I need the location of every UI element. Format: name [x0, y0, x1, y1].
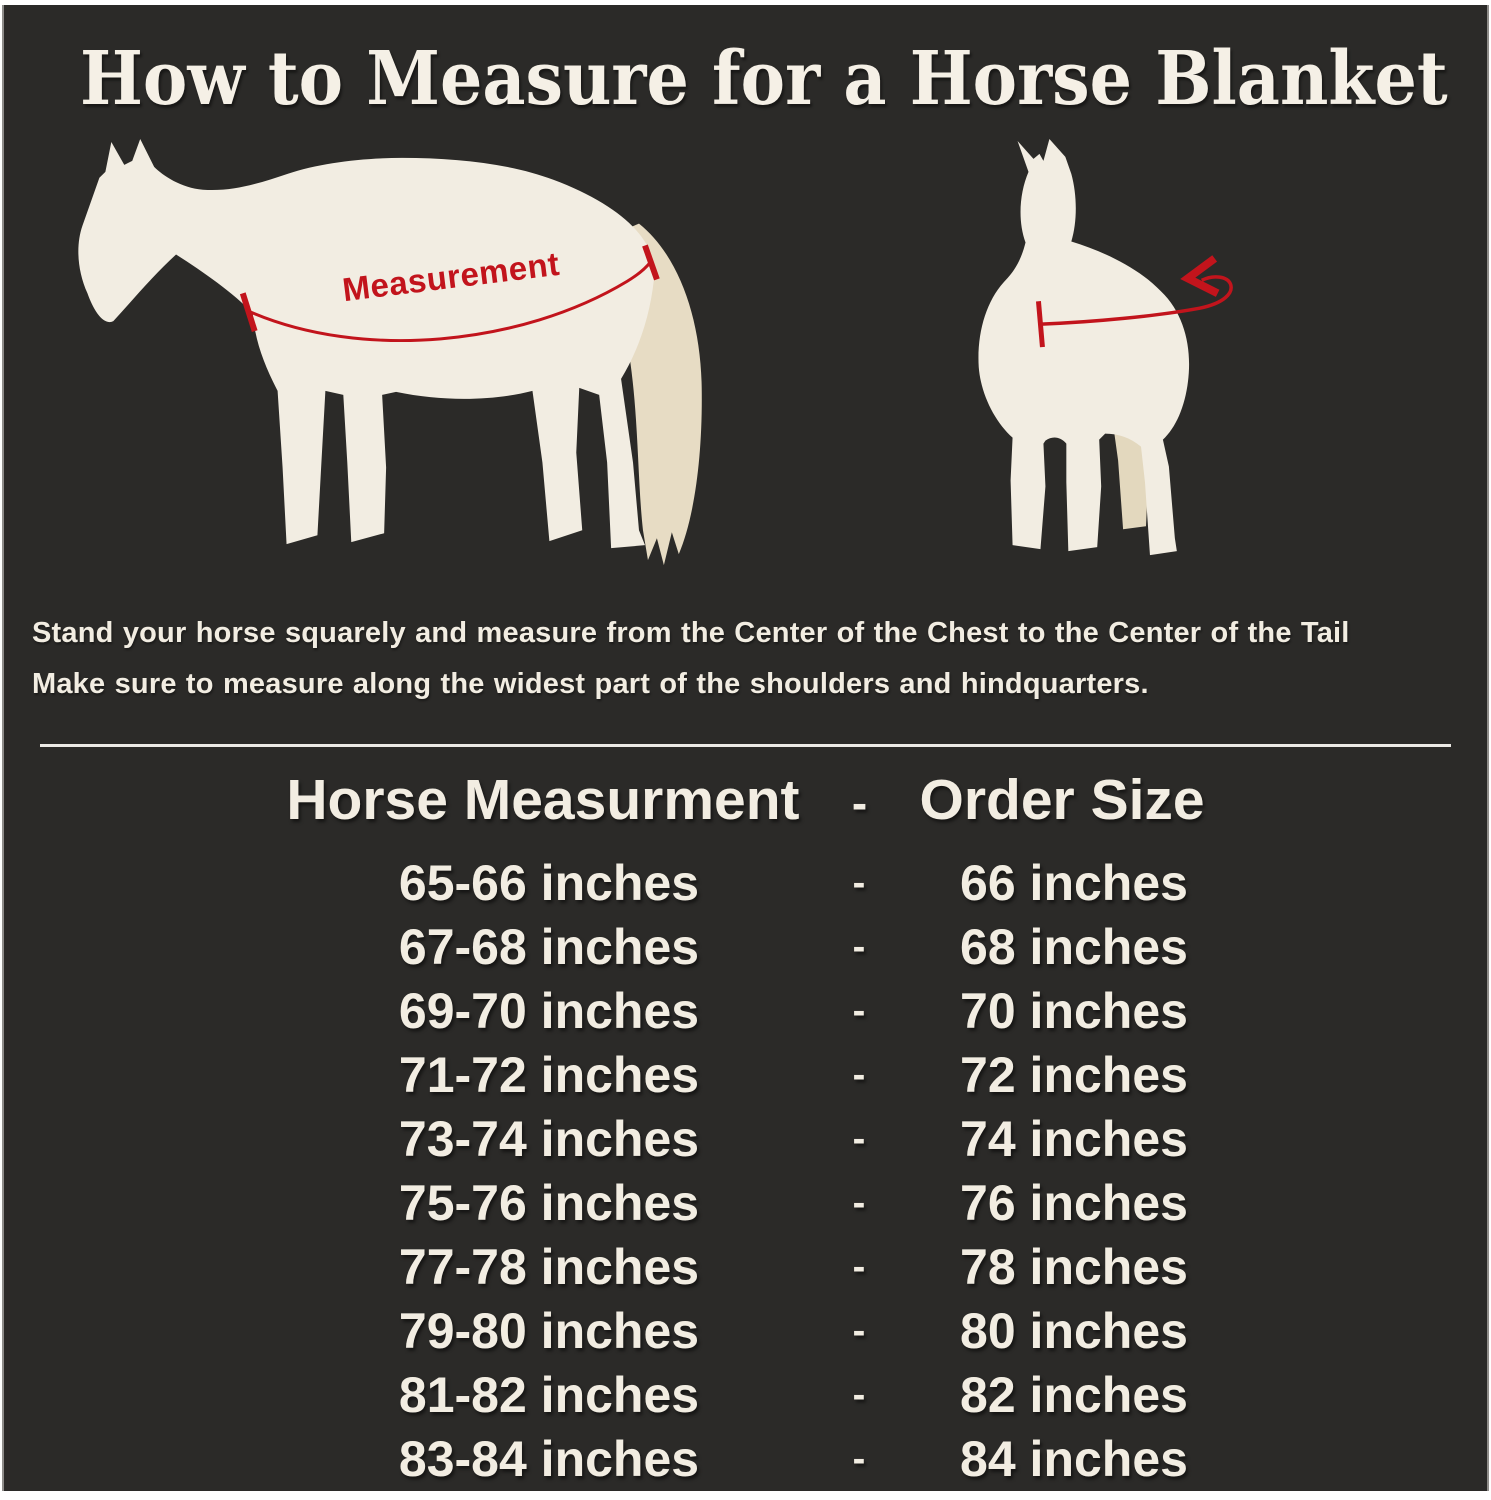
horse-measurement-value: 73-74 inches	[398, 1110, 700, 1167]
row-separator: -	[852, 1181, 866, 1224]
order-size-value: 66 inches	[960, 854, 1188, 911]
horse-measurement-value: 81-82 inches	[398, 1366, 700, 1423]
side-view-horse-icon	[78, 139, 702, 566]
horse-measurement-value: 77-78 inches	[398, 1238, 700, 1295]
size-table-row: 71-72 inches - 72 inches	[289, 1043, 1487, 1107]
horse-body	[78, 139, 655, 549]
wrap-around-arrow-line	[1041, 275, 1233, 327]
row-separator: -	[852, 1437, 866, 1480]
header-separator: -	[851, 776, 868, 829]
size-table-row: 65-66 inches - 66 inches	[289, 851, 1487, 915]
instructions-text: Stand your horse squarely and measure fr…	[32, 608, 1459, 710]
order-size-value: 72 inches	[960, 1046, 1188, 1103]
divider-line	[40, 743, 1451, 747]
horse-measurement-value: 83-84 inches	[398, 1430, 700, 1487]
size-table-row: 73-74 inches - 74 inches	[289, 1107, 1487, 1171]
horse-measurement-value: 75-76 inches	[398, 1174, 700, 1231]
horse-illustrations: Measurement	[4, 130, 1487, 582]
order-size-value: 80 inches	[960, 1302, 1188, 1359]
header-horse-measurement: Horse Measurment	[286, 767, 800, 832]
wrap-arrow-tick	[1035, 301, 1045, 348]
row-separator: -	[852, 925, 866, 968]
wrap-arrow-head-icon	[1180, 255, 1220, 298]
horse-measurement-value: 67-68 inches	[398, 918, 700, 975]
order-size-value: 78 inches	[960, 1238, 1188, 1295]
size-table-row: 67-68 inches - 68 inches	[289, 915, 1487, 979]
size-table-row: 77-78 inches - 78 inches	[289, 1235, 1487, 1299]
order-size-value: 84 inches	[960, 1430, 1188, 1487]
dark-panel: How to Measure for a Horse Blanket Measu…	[2, 5, 1489, 1491]
row-separator: -	[852, 1373, 866, 1416]
size-table-header: Horse Measurment - Order Size	[4, 767, 1487, 833]
horse-measurement-value: 79-80 inches	[398, 1302, 700, 1359]
measurement-curve-line	[248, 260, 653, 343]
measurement-tick-tail	[642, 244, 660, 281]
horse-measurement-value: 71-72 inches	[398, 1046, 700, 1103]
row-separator: -	[852, 1309, 866, 1352]
order-size-value: 74 inches	[960, 1110, 1188, 1167]
order-size-value: 82 inches	[960, 1366, 1188, 1423]
row-separator: -	[852, 1245, 866, 1288]
horse-measurement-value: 69-70 inches	[398, 982, 700, 1039]
size-table-row: 79-80 inches - 80 inches	[289, 1299, 1487, 1363]
size-table-row: 83-84 inches - 84 inches	[289, 1427, 1487, 1491]
instructions-line-1: Stand your horse squarely and measure fr…	[32, 617, 1350, 650]
measurement-tick-chest	[239, 292, 258, 333]
size-table-row: 81-82 inches - 82 inches	[289, 1363, 1487, 1427]
row-separator: -	[852, 1117, 866, 1160]
header-order-size: Order Size	[919, 767, 1205, 832]
size-table-row: 75-76 inches - 76 inches	[289, 1171, 1487, 1235]
order-size-value: 70 inches	[960, 982, 1188, 1039]
instructions-line-2: Make sure to measure along the widest pa…	[32, 668, 1149, 701]
horse-front-body	[978, 139, 1190, 556]
front-view-horse-icon	[978, 139, 1233, 556]
horse-measurement-value: 65-66 inches	[398, 854, 700, 911]
order-size-value: 68 inches	[960, 918, 1188, 975]
page-title: How to Measure for a Horse Blanket	[79, 36, 1448, 122]
size-table: 65-66 inches - 66 inches 67-68 inches - …	[4, 851, 1487, 1491]
order-size-value: 76 inches	[960, 1174, 1188, 1231]
row-separator: -	[852, 861, 866, 904]
row-separator: -	[852, 989, 866, 1032]
row-separator: -	[852, 1053, 866, 1096]
size-table-row: 69-70 inches - 70 inches	[289, 979, 1487, 1043]
